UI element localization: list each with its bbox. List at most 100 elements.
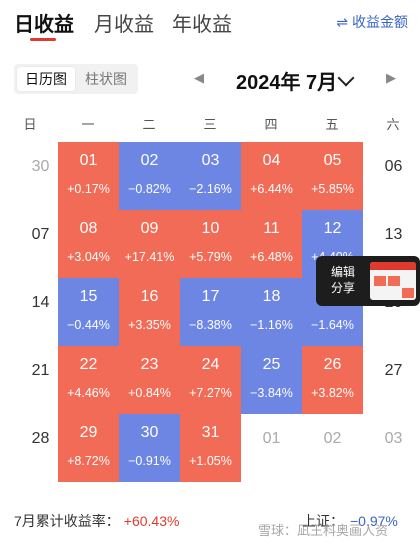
day-number: 08 — [79, 220, 98, 237]
day-return: −1.64% — [311, 318, 354, 332]
cumulative-value: +60.43% — [123, 513, 180, 529]
toggle-amount-link[interactable]: ⇌ 收益金额 — [336, 12, 408, 32]
calendar-day-cell: 14 — [10, 278, 71, 346]
weekday-label: 五 — [325, 117, 339, 132]
day-number: 18 — [262, 288, 281, 305]
day-number: 30 — [140, 424, 159, 441]
thumbnail-block — [388, 276, 400, 286]
month-label[interactable]: 2024年 7月 — [236, 72, 338, 94]
day-number: 10 — [201, 220, 220, 237]
weekday-label: 三 — [203, 117, 217, 132]
day-number: 12 — [323, 220, 342, 237]
calendar-day-cell[interactable]: 15 −0.44% — [58, 278, 119, 346]
cumulative-label: 7月累计收益率： — [14, 513, 120, 529]
prev-arrow-icon[interactable]: ◀ — [194, 70, 204, 85]
day-return: −1.16% — [250, 318, 293, 332]
calendar-day-cell: 28 — [10, 414, 71, 482]
day-return: +17.41% — [124, 250, 175, 264]
day-return: +5.79% — [189, 250, 232, 264]
day-return: −0.91% — [128, 454, 171, 468]
calendar-day-cell: 27 — [363, 346, 420, 414]
tab-calendar-view[interactable]: 日历图 — [17, 67, 75, 91]
calendar-day-cell[interactable]: 05 +5.85% — [302, 142, 363, 210]
day-return: +0.84% — [128, 386, 171, 400]
thumbnail-block — [402, 288, 414, 298]
tab-monthly[interactable]: 月收益 — [94, 14, 154, 36]
day-return: +6.44% — [250, 182, 293, 196]
day-number: 06 — [384, 158, 403, 175]
day-number: 24 — [201, 356, 220, 373]
tab-daily[interactable]: 日收益 — [14, 14, 74, 36]
day-return: −2.16% — [189, 182, 232, 196]
day-return: +3.82% — [311, 386, 354, 400]
thumbnail-header — [370, 262, 416, 270]
day-number: 09 — [140, 220, 159, 237]
thumbnail-block — [374, 276, 386, 286]
weekday-label: 一 — [81, 117, 95, 132]
day-number: 26 — [323, 356, 342, 373]
calendar-day-cell[interactable]: 16 +3.35% — [119, 278, 180, 346]
day-number: 07 — [31, 226, 50, 243]
calendar-day-cell[interactable]: 09 +17.41% — [119, 210, 180, 278]
edit-share-label[interactable]: 编辑分享 — [330, 265, 355, 295]
index-value: −0.97% — [350, 513, 398, 529]
calendar-day-cell[interactable]: 24 +7.27% — [180, 346, 241, 414]
active-tab-indicator — [30, 38, 56, 41]
next-arrow-icon[interactable]: ▶ — [386, 70, 396, 85]
day-number: 13 — [384, 226, 403, 243]
day-number: 02 — [323, 430, 342, 447]
day-return: +1.05% — [189, 454, 232, 468]
calendar-day-cell[interactable]: 03 −2.16% — [180, 142, 241, 210]
day-number: 27 — [384, 362, 403, 379]
chart-type-switch: 日历图 柱状图 — [14, 64, 138, 94]
calendar-day-cell[interactable]: 25 −3.84% — [241, 346, 302, 414]
share-popup[interactable]: 编辑分享 — [316, 256, 420, 306]
calendar-day-cell[interactable]: 08 +3.04% — [58, 210, 119, 278]
day-return: +6.48% — [250, 250, 293, 264]
calendar-day-cell[interactable]: 18 −1.16% — [241, 278, 302, 346]
day-return: +4.46% — [67, 386, 110, 400]
index-comparison: 上证： −0.97% — [302, 511, 398, 531]
calendar-day-cell[interactable]: 31 +1.05% — [180, 414, 241, 482]
tab-yearly[interactable]: 年收益 — [172, 14, 232, 36]
day-number: 11 — [263, 220, 280, 237]
swap-icon: ⇌ — [336, 14, 348, 30]
calendar-day-cell[interactable]: 30 −0.91% — [119, 414, 180, 482]
calendar-day-cell[interactable]: 02 −0.82% — [119, 142, 180, 210]
day-number: 25 — [262, 356, 281, 373]
calendar-day-cell[interactable]: 17 −8.38% — [180, 278, 241, 346]
calendar-day-cell[interactable]: 10 +5.79% — [180, 210, 241, 278]
toggle-amount-label: 收益金额 — [352, 14, 408, 30]
calendar-day-cell[interactable]: 23 +0.84% — [119, 346, 180, 414]
day-return: +8.72% — [67, 454, 110, 468]
calendar-day-cell: 21 — [10, 346, 71, 414]
preview-thumbnail[interactable] — [370, 262, 416, 300]
weekday-label: 四 — [264, 117, 278, 132]
calendar-day-cell: 30 — [10, 142, 71, 210]
day-number: 23 — [140, 356, 159, 373]
day-return: +3.35% — [128, 318, 171, 332]
calendar-day-cell[interactable]: 04 +6.44% — [241, 142, 302, 210]
day-number: 29 — [79, 424, 98, 441]
tab-bar-view[interactable]: 柱状图 — [85, 71, 127, 87]
calendar-day-cell: 01 — [241, 414, 302, 482]
watermark: 雪球：凪王科奥画人资 — [258, 523, 389, 538]
calendar-day-cell[interactable]: 29 +8.72% — [58, 414, 119, 482]
day-number: 16 — [140, 288, 159, 305]
calendar-day-cell[interactable]: 11 +6.48% — [241, 210, 302, 278]
calendar-day-cell[interactable]: 22 +4.46% — [58, 346, 119, 414]
monthly-cumulative: 7月累计收益率： +60.43% — [14, 511, 179, 531]
day-number: 28 — [31, 430, 50, 447]
day-number: 22 — [79, 356, 98, 373]
day-return: −0.44% — [67, 318, 110, 332]
calendar-day-cell[interactable]: 01 +0.17% — [58, 142, 119, 210]
calendar-day-cell[interactable]: 26 +3.82% — [302, 346, 363, 414]
calendar-day-cell: 07 — [10, 210, 71, 278]
weekday-label: 日 — [23, 117, 37, 132]
day-return: −8.38% — [189, 318, 232, 332]
chevron-down-icon[interactable] — [337, 69, 355, 87]
calendar-day-cell: 02 — [302, 414, 363, 482]
day-number: 05 — [323, 152, 342, 169]
day-number: 15 — [79, 288, 98, 305]
day-return: +5.85% — [311, 182, 354, 196]
